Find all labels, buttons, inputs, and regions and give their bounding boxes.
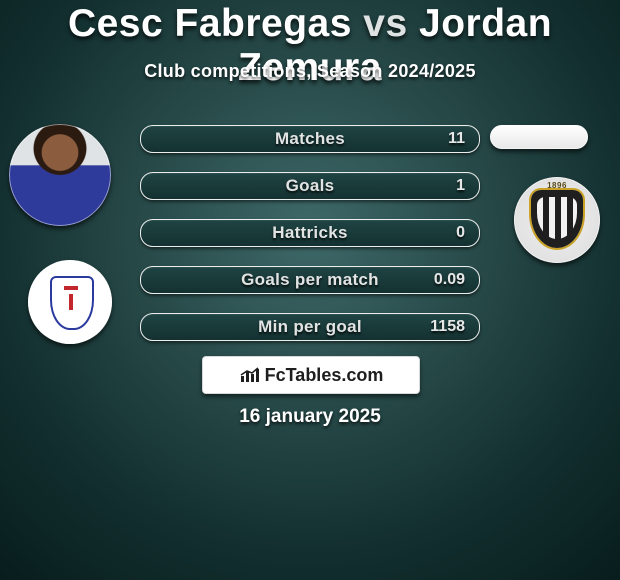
stat-right-value: 0 [456, 220, 465, 246]
player1-avatar [9, 124, 111, 226]
player2-club-badge: 1896 [514, 177, 600, 263]
subtitle: Club competitions, Season 2024/2025 [0, 61, 620, 82]
vs-word: vs [363, 2, 407, 45]
brand-text: FcTables.com [265, 365, 384, 386]
stat-metric: Matches [141, 126, 479, 152]
snapshot-date: 16 january 2025 [0, 406, 620, 428]
player1-name: Cesc Fabregas [68, 2, 352, 45]
stat-metric: Goals [141, 173, 479, 199]
brand-plate[interactable]: FcTables.com [202, 356, 420, 394]
player1-club-badge [28, 260, 112, 344]
stat-metric: Hattricks [141, 220, 479, 246]
stat-row-goals-per-match: Goals per match 0.09 [140, 266, 480, 294]
stat-row-min-per-goal: Min per goal 1158 [140, 313, 480, 341]
stat-right-value: 1158 [430, 314, 465, 340]
stat-right-value: 0.09 [434, 267, 465, 293]
stat-row-goals: Goals 1 [140, 172, 480, 200]
player2-avatar-placeholder [490, 125, 588, 149]
stat-right-value: 1 [456, 173, 465, 199]
stat-row-hattricks: Hattricks 0 [140, 219, 480, 247]
stat-metric: Goals per match [141, 267, 479, 293]
stats-panel: Matches 11 Goals 1 Hattricks 0 Goals per… [140, 125, 480, 360]
stat-metric: Min per goal [141, 314, 479, 340]
stat-row-matches: Matches 11 [140, 125, 480, 153]
bar-chart-icon [239, 366, 261, 384]
player2-club-year: 1896 [514, 181, 600, 190]
stat-right-value: 11 [448, 126, 465, 152]
